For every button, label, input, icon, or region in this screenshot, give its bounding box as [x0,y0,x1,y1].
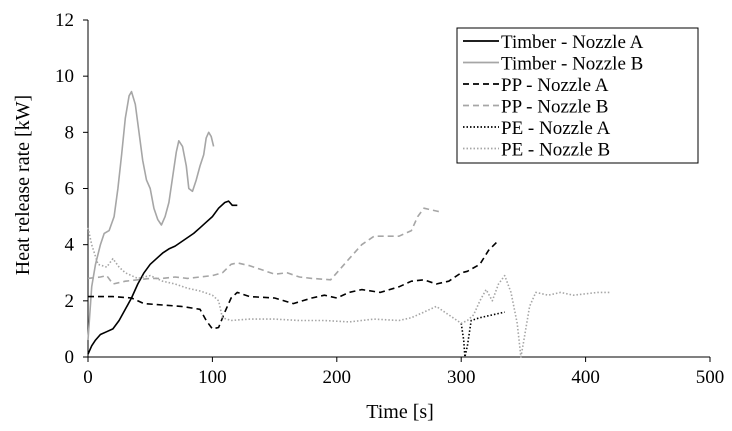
y-tick-label: 0 [65,347,75,368]
x-tick-label: 0 [83,367,93,388]
legend-box [456,27,699,164]
series-line-1 [87,200,238,355]
y-axis-label: Heat release rate [kW] [12,95,34,275]
series-line-5 [460,311,505,358]
legend-label: PE - Nozzle B [501,140,610,161]
legend-label: PE - Nozzle A [501,118,611,139]
legend-label: Timber - Nozzle A [501,32,644,53]
series-line-2 [87,90,215,341]
x-tick-label: 500 [696,367,725,388]
axes: 0 100 200 300 400 500 0 2 4 6 8 10 12 [55,10,724,388]
y-tick-label: 8 [65,122,75,143]
legend-label: Timber - Nozzle B [501,54,643,75]
series-line-3 [88,239,500,330]
series-line-6 [87,227,611,358]
x-tick-label: 400 [571,367,600,388]
x-tick-label: 300 [447,367,476,388]
series-layer [87,90,611,358]
y-tick-label: 6 [65,179,75,200]
legend-label: PP - Nozzle A [501,75,609,96]
y-tick-label: 10 [55,66,74,87]
y-tick-label: 12 [55,10,74,31]
x-axis-label: Time [s] [366,401,434,423]
series-line-4 [87,207,443,285]
x-tick-label: 100 [198,367,227,388]
legend-label: PP - Nozzle B [501,97,608,118]
y-tick-label: 4 [65,235,75,256]
x-tick-label: 200 [323,367,352,388]
y-tick-label: 2 [65,291,75,312]
